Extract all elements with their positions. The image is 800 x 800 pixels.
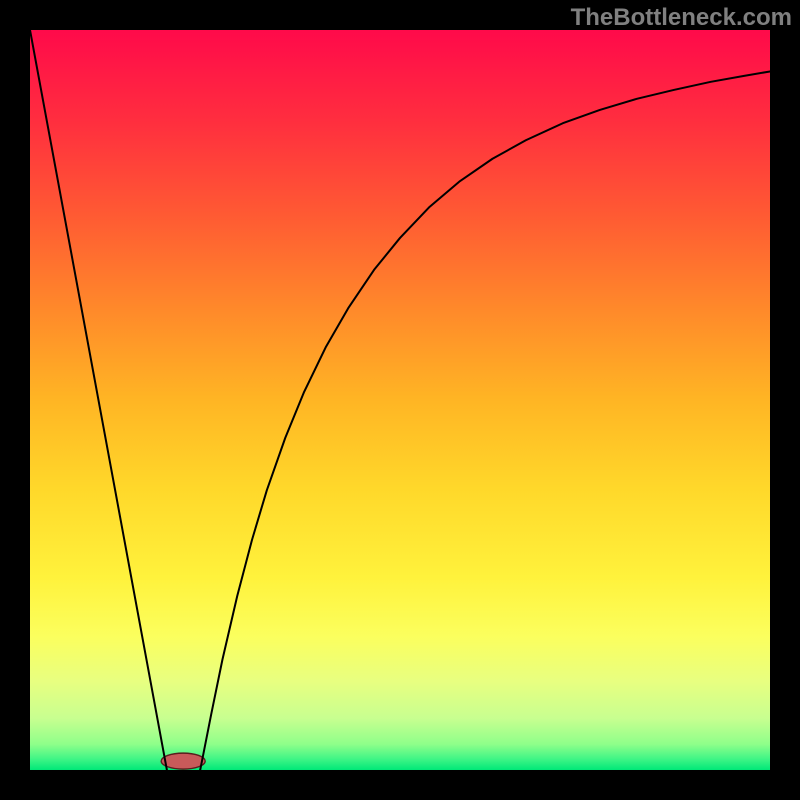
plot-area bbox=[30, 30, 770, 770]
bottleneck-marker bbox=[161, 753, 205, 769]
chart-svg bbox=[30, 30, 770, 770]
watermark-text: TheBottleneck.com bbox=[571, 4, 792, 32]
canvas: TheBottleneck.com bbox=[0, 0, 800, 800]
gradient-background bbox=[30, 30, 770, 770]
